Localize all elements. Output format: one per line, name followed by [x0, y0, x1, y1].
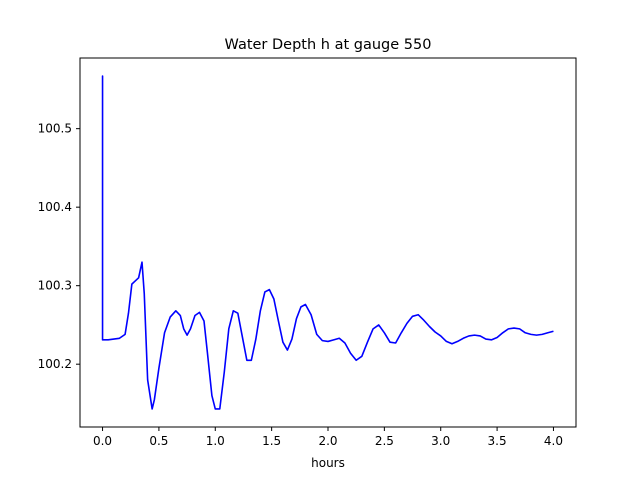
plot-layer — [101, 75, 554, 410]
y-tick-label: 100.5 — [38, 122, 72, 136]
x-tick-label: 4.0 — [544, 434, 563, 448]
y-tick-label: 100.4 — [38, 200, 72, 214]
y-axis-ticks: 100.2 100.3 100.4 100.5 — [38, 122, 80, 371]
x-tick-label: 2.0 — [318, 434, 337, 448]
x-tick-label: 3.5 — [488, 434, 507, 448]
x-tick-label: 2.5 — [375, 434, 394, 448]
series-line-0 — [101, 75, 554, 410]
x-tick-label: 0.0 — [93, 434, 112, 448]
x-axis-ticks: 0.0 0.5 1.0 1.5 2.0 2.5 3.0 3.5 4.0 — [93, 427, 563, 448]
chart-title: Water Depth h at gauge 550 — [225, 37, 432, 53]
x-tick-label: 1.0 — [206, 434, 225, 448]
x-tick-label: 3.0 — [431, 434, 450, 448]
x-tick-label: 0.5 — [149, 434, 168, 448]
y-tick-label: 100.2 — [38, 357, 72, 371]
y-tick-label: 100.3 — [38, 279, 72, 293]
x-axis-label: hours — [311, 456, 345, 470]
x-tick-label: 1.5 — [262, 434, 281, 448]
